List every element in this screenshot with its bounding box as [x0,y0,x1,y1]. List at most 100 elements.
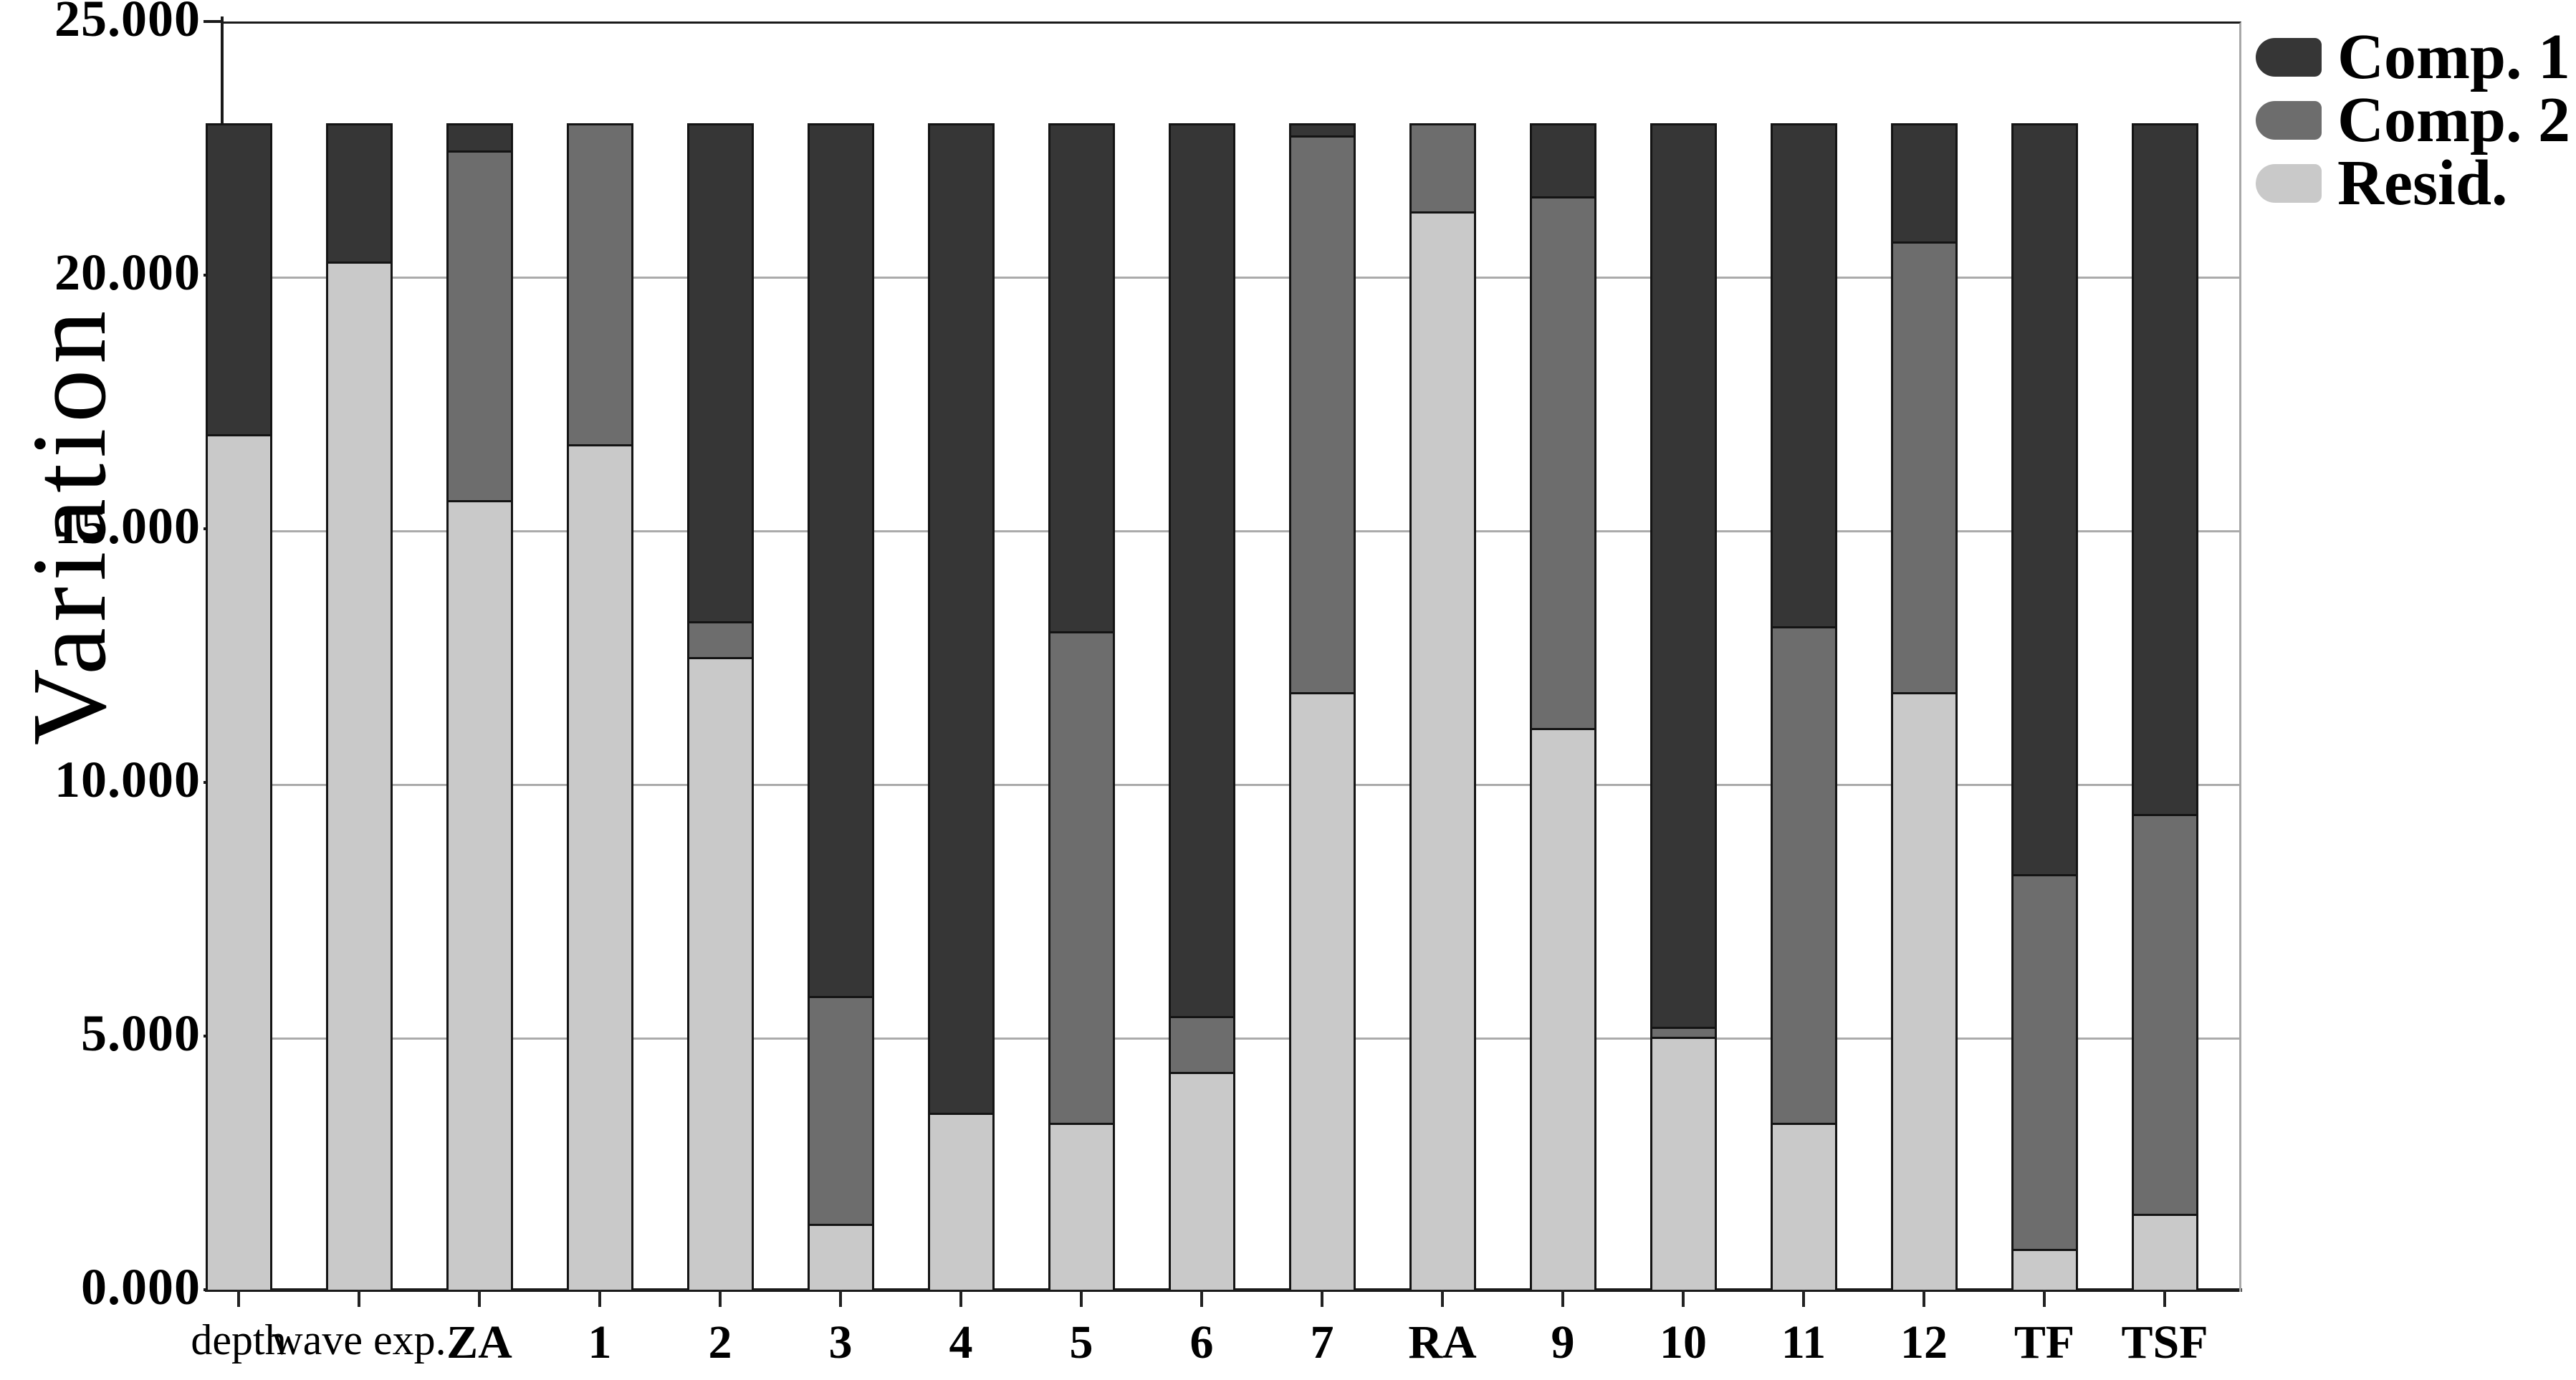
y-tick-label: 10.000 [54,751,201,809]
bar-6 [1168,123,1235,1290]
x-tick-label-1: 1 [588,1316,612,1369]
segment-comp1 [689,125,752,622]
segment-resid [2133,1213,2196,1290]
x-tick-label-9: 9 [1551,1316,1575,1369]
y-tick-label: 25.000 [54,0,201,48]
x-axis-tick [839,1290,842,1307]
segment-resid [929,1112,992,1290]
segment-comp2 [1291,135,1354,693]
segment-resid [1772,1122,1835,1290]
x-axis-tick [719,1290,722,1307]
x-axis-tick [1321,1290,1323,1307]
segment-comp1 [1892,125,1955,242]
x-tick-label-wave exp.: wave exp. [272,1316,446,1364]
bar-3 [807,123,874,1290]
legend-item-comp2: Comp. 2 [2256,88,2570,153]
x-tick-label-TF: TF [2014,1316,2075,1369]
segment-comp1 [1170,125,1233,1017]
segment-resid [1892,692,1955,1290]
bar-11 [1770,123,1837,1290]
x-axis-tick [1923,1290,1925,1307]
legend: Comp. 1 Comp. 2 Resid. [2256,25,2570,226]
segment-comp1 [1050,125,1113,632]
x-axis-tick [2043,1290,2046,1307]
x-axis-tick [358,1290,360,1307]
comp1-swatch-icon [2256,38,2322,77]
comp2-swatch-icon [2256,101,2322,140]
segment-comp2 [1170,1016,1233,1073]
y-tick-label: 0.000 [81,1258,201,1316]
segment-comp1 [1772,125,1835,627]
legend-label: Resid. [2337,148,2508,219]
x-tick-label-7: 7 [1310,1316,1334,1369]
x-axis-tick [1080,1290,1083,1307]
segment-resid [1531,727,1594,1290]
segment-resid [1170,1072,1233,1290]
segment-comp2 [809,996,872,1225]
legend-label: Comp. 1 [2337,21,2571,92]
bar-12 [1890,123,1958,1290]
segment-comp2 [568,125,631,444]
y-axis-tick [204,20,222,23]
x-tick-label-4: 4 [949,1316,973,1369]
x-tick-label-2: 2 [708,1316,732,1369]
bar-9 [1529,123,1596,1290]
segment-comp2 [689,621,752,657]
x-axis-tick [1441,1290,1444,1307]
segment-comp1 [1531,125,1594,196]
x-tick-label-ZA: ZA [446,1316,512,1369]
segment-comp1 [1652,125,1715,1027]
segment-comp1 [207,125,270,434]
bar-ZA [446,123,513,1290]
segment-comp2 [2013,874,2076,1250]
segment-resid [327,262,391,1290]
x-axis-tick [598,1290,601,1307]
y-tick-label: 20.000 [54,244,201,302]
x-axis-tick [1802,1290,1805,1307]
bar-depth [205,123,272,1290]
bar-TSF [2131,123,2198,1290]
x-axis-tick [1200,1290,1203,1307]
segment-resid [1050,1122,1113,1290]
segment-comp2 [1531,196,1594,728]
y-tick-label: 5.000 [81,1005,201,1063]
segment-comp1 [448,125,511,150]
x-tick-label-6: 6 [1189,1316,1214,1369]
bar-TF [2011,123,2078,1290]
segment-resid [1652,1036,1715,1290]
segment-comp2 [1892,241,1955,693]
x-tick-label-RA: RA [1408,1316,1477,1369]
segment-comp2 [2133,813,2196,1214]
bar-wave exp. [325,123,393,1290]
x-tick-label-3: 3 [828,1316,853,1369]
resid-swatch-icon [2256,164,2322,203]
segment-comp2 [448,150,511,500]
x-tick-label-depth: depth [191,1316,287,1364]
segment-resid [448,499,511,1290]
segment-resid [2013,1249,2076,1290]
bar-5 [1048,123,1115,1290]
segment-resid [809,1224,872,1290]
segment-comp1 [929,125,992,1113]
segment-comp1 [2133,125,2196,814]
segment-comp2 [1411,125,1474,211]
x-axis-tick [2163,1290,2166,1307]
x-tick-label-TSF: TSF [2121,1316,2208,1369]
segment-resid [568,444,631,1290]
segment-resid [1411,211,1474,1290]
y-axis-tick [204,1288,222,1291]
segment-comp1 [2013,125,2076,875]
x-axis-tick [1682,1290,1685,1307]
bar-2 [686,123,754,1290]
x-axis-line [205,1288,2242,1292]
x-tick-label-12: 12 [1900,1316,1948,1369]
legend-item-resid: Resid. [2256,151,2570,216]
segment-comp1 [809,125,872,997]
x-tick-label-5: 5 [1069,1316,1093,1369]
bar-1 [566,123,633,1290]
segment-comp2 [1050,631,1113,1123]
y-tick-label: 15.000 [54,497,201,555]
segment-resid [1291,692,1354,1290]
segment-resid [207,433,270,1290]
